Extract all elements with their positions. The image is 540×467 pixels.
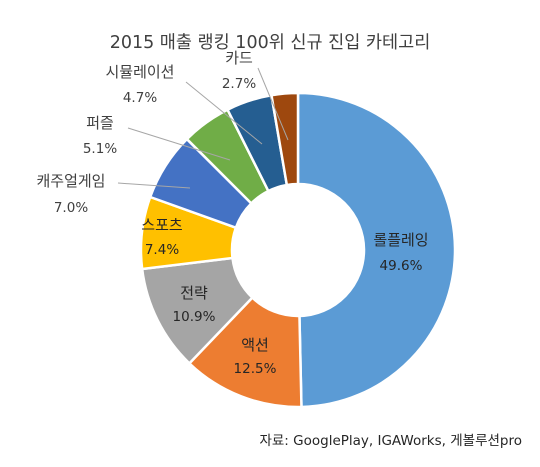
slice-label-4: 스포츠	[141, 216, 183, 234]
leader-line-6	[127, 127, 231, 161]
slice-label-5: 캐주얼게임	[36, 172, 105, 190]
leader-line-7	[185, 81, 263, 145]
slice-label-2: 액션	[241, 336, 269, 354]
slice-value-8: 2.7%	[222, 76, 256, 92]
slice-label-8: 카드	[225, 49, 253, 67]
leader-lines-group	[117, 67, 289, 189]
slice-label-3: 전략	[180, 284, 208, 302]
slice-value-3: 10.9%	[173, 309, 216, 325]
slice-label-1: 롤플레잉	[373, 231, 428, 249]
slices-group	[139, 91, 457, 409]
slice-value-4: 7.4%	[145, 242, 179, 258]
leader-line-5	[117, 182, 191, 189]
slice-labels-group: 롤플레잉 49.6% 액션 12.5% 전략 10.9% 스포츠 7.4% 캐주얼게임 7.0% 퍼…	[36, 49, 428, 377]
slice-value-5: 7.0%	[54, 200, 88, 216]
slice-value-7: 4.7%	[123, 90, 157, 106]
chart-title: 2015 매출 랭킹 100위 신규 진입 카테고리	[110, 33, 431, 53]
slice-value-2: 12.5%	[234, 361, 277, 377]
slice-label-6: 퍼즐	[86, 114, 114, 132]
source-note: 자료: GooglePlay, IGAWorks, 게볼루션pro	[259, 433, 522, 449]
slice-label-7: 시뮬레이션	[105, 63, 174, 81]
leader-line-8	[257, 67, 289, 141]
slice-value-1: 49.6%	[380, 258, 423, 274]
slice-value-6: 5.1%	[83, 141, 117, 157]
slice-1	[296, 91, 457, 409]
